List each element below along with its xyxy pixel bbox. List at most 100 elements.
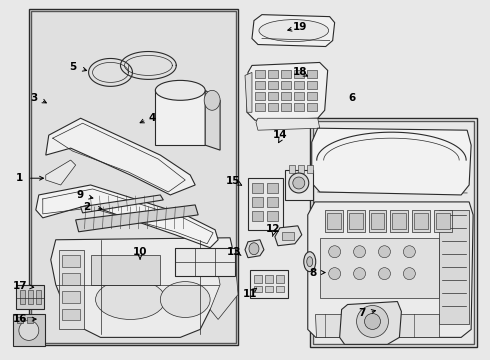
- Text: 14: 14: [273, 130, 288, 140]
- Bar: [327, 213, 341, 229]
- Polygon shape: [247, 62, 328, 120]
- Bar: [254, 275, 262, 283]
- Bar: [29, 9, 238, 345]
- Bar: [276, 275, 284, 283]
- Text: 10: 10: [133, 247, 147, 257]
- Ellipse shape: [160, 282, 210, 318]
- Bar: [285, 170, 313, 200]
- Bar: [268, 81, 278, 89]
- Polygon shape: [312, 128, 471, 195]
- Bar: [267, 183, 278, 193]
- Ellipse shape: [259, 20, 329, 41]
- Text: 17: 17: [13, 281, 28, 291]
- Polygon shape: [340, 302, 401, 345]
- Polygon shape: [252, 15, 335, 46]
- Bar: [346, 210, 365, 232]
- Text: 12: 12: [266, 225, 281, 234]
- Text: 7: 7: [359, 308, 366, 318]
- Bar: [255, 103, 265, 111]
- Bar: [434, 210, 452, 232]
- Ellipse shape: [403, 246, 416, 258]
- Bar: [268, 103, 278, 111]
- Text: 16: 16: [13, 314, 28, 324]
- Text: 18: 18: [293, 67, 307, 77]
- Bar: [298, 165, 304, 173]
- Bar: [28, 289, 33, 303]
- Polygon shape: [308, 202, 473, 337]
- Bar: [281, 71, 291, 78]
- Ellipse shape: [204, 90, 220, 110]
- Text: 6: 6: [349, 93, 356, 103]
- Bar: [255, 81, 265, 89]
- Bar: [313, 121, 474, 345]
- Text: 13: 13: [226, 247, 241, 257]
- Text: 5: 5: [70, 62, 77, 72]
- Bar: [265, 285, 273, 292]
- Bar: [16, 285, 44, 310]
- Bar: [294, 71, 304, 78]
- Bar: [268, 92, 278, 100]
- Bar: [36, 289, 41, 303]
- Ellipse shape: [96, 280, 165, 319]
- Ellipse shape: [293, 177, 305, 189]
- Ellipse shape: [307, 257, 313, 267]
- Bar: [294, 92, 304, 100]
- Ellipse shape: [304, 252, 316, 272]
- Ellipse shape: [378, 268, 391, 280]
- Bar: [62, 273, 80, 285]
- Bar: [255, 71, 265, 78]
- Bar: [276, 285, 284, 292]
- Text: 1: 1: [16, 173, 23, 183]
- Ellipse shape: [155, 80, 205, 100]
- Polygon shape: [46, 160, 75, 185]
- Bar: [252, 197, 263, 207]
- Polygon shape: [75, 205, 198, 232]
- Polygon shape: [245, 72, 252, 112]
- Ellipse shape: [378, 246, 391, 258]
- Text: 9: 9: [76, 190, 84, 201]
- Bar: [267, 211, 278, 221]
- Bar: [62, 255, 80, 267]
- Bar: [294, 81, 304, 89]
- Bar: [265, 275, 273, 283]
- Ellipse shape: [19, 320, 39, 340]
- Text: 2: 2: [83, 202, 90, 212]
- Bar: [255, 92, 265, 100]
- Bar: [392, 213, 406, 229]
- Ellipse shape: [329, 246, 341, 258]
- Bar: [307, 92, 317, 100]
- Bar: [13, 315, 45, 346]
- Bar: [436, 213, 450, 229]
- Ellipse shape: [354, 268, 366, 280]
- Polygon shape: [210, 258, 238, 319]
- Bar: [20, 289, 25, 303]
- Bar: [267, 197, 278, 207]
- Bar: [281, 92, 291, 100]
- Bar: [175, 248, 235, 276]
- Bar: [91, 255, 160, 285]
- Bar: [307, 165, 313, 173]
- Bar: [307, 81, 317, 89]
- Bar: [307, 71, 317, 78]
- Bar: [268, 71, 278, 78]
- Text: 19: 19: [293, 22, 307, 32]
- Polygon shape: [275, 226, 302, 246]
- Bar: [289, 165, 295, 173]
- Bar: [415, 213, 428, 229]
- Bar: [370, 213, 385, 229]
- Ellipse shape: [249, 243, 259, 255]
- Bar: [254, 285, 262, 292]
- Bar: [282, 232, 294, 240]
- Text: 15: 15: [225, 176, 240, 186]
- Polygon shape: [155, 90, 205, 145]
- Bar: [248, 178, 283, 230]
- Bar: [294, 103, 304, 111]
- Polygon shape: [256, 118, 319, 130]
- Ellipse shape: [289, 173, 309, 193]
- Bar: [252, 211, 263, 221]
- Bar: [17, 318, 23, 323]
- Bar: [252, 183, 263, 193]
- Bar: [310, 118, 477, 347]
- Bar: [439, 210, 469, 324]
- Polygon shape: [205, 90, 220, 150]
